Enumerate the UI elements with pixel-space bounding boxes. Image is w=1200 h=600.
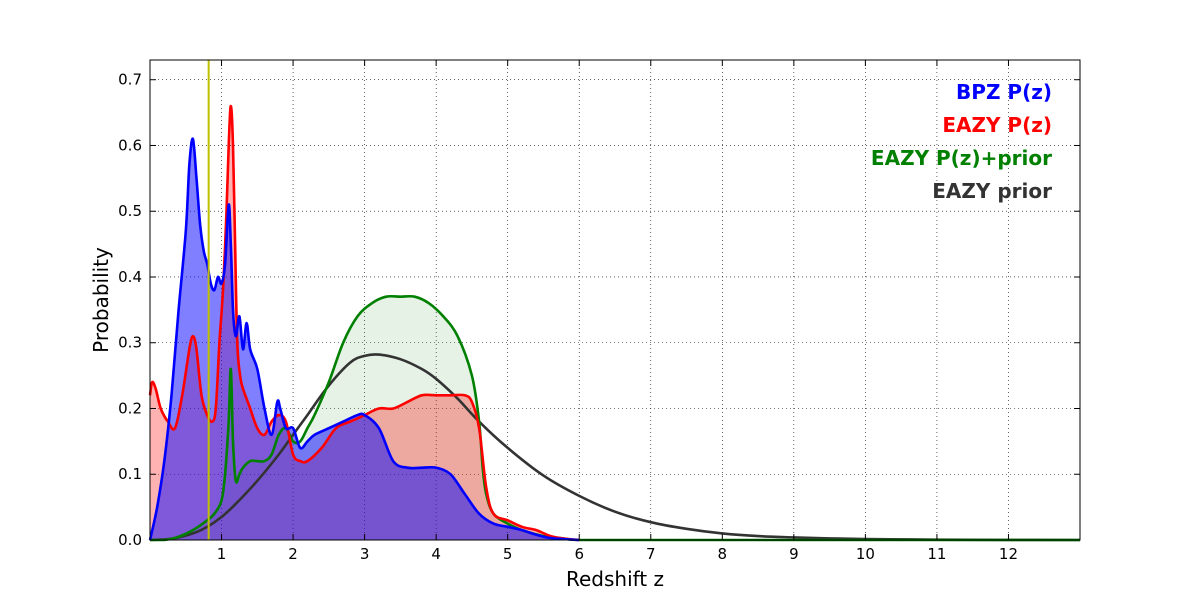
x-tick-label: 2	[288, 545, 298, 563]
x-tick-label: 10	[856, 545, 875, 563]
x-tick-label: 12	[999, 545, 1018, 563]
plot-frame	[149, 59, 1081, 541]
x-tick-label: 11	[927, 545, 946, 563]
x-tick-label: 3	[360, 545, 370, 563]
x-tick-label: 6	[574, 545, 584, 563]
x-tick-label: 8	[718, 545, 728, 563]
y-tick-label: 0.6	[118, 136, 142, 154]
y-tick-label: 0.3	[118, 334, 142, 352]
x-axis-label: Redshift z	[566, 567, 664, 591]
legend: BPZ P(z) EAZY P(z) EAZY P(z)+prior EAZY pri…	[871, 80, 1052, 203]
bpz-p-z-area	[150, 138, 580, 541]
eazy-p-z-prior-line	[150, 294, 1080, 542]
eazy-p-z-line	[148, 104, 580, 542]
y-tick-label: 0.0	[118, 531, 142, 549]
bpz-p-z-line	[148, 137, 580, 542]
y-axis-label: Probability	[89, 247, 113, 353]
x-tick-label: 7	[646, 545, 656, 563]
legend-entry-eazy-p-z: EAZY P(z)	[942, 113, 1052, 137]
legend-entry-eazy-p-z-prior: EAZY P(z)+prior	[871, 146, 1052, 170]
y-tick-label: 0.7	[118, 71, 142, 89]
series-lines	[148, 104, 1081, 542]
y-tick-label: 0.1	[118, 465, 142, 483]
x-tick-label: 9	[789, 545, 799, 563]
legend-entry-bpz-p-z: BPZ P(z)	[956, 80, 1052, 104]
legend-entry-eazy-prior: EAZY prior	[932, 179, 1052, 203]
y-tick-label: 0.2	[118, 399, 142, 417]
y-tick-label: 0.4	[118, 268, 142, 286]
x-tick-label: 4	[431, 545, 441, 563]
axis-ticks: 1 2 3 4 5 6 7 8 9 10 11 120.00.10.20.30.40.50.60.7	[118, 60, 1080, 563]
x-tick-label: 1	[217, 545, 227, 563]
x-tick-label: 5	[503, 545, 513, 563]
series-fills	[150, 106, 1080, 541]
y-tick-label: 0.5	[118, 202, 142, 220]
